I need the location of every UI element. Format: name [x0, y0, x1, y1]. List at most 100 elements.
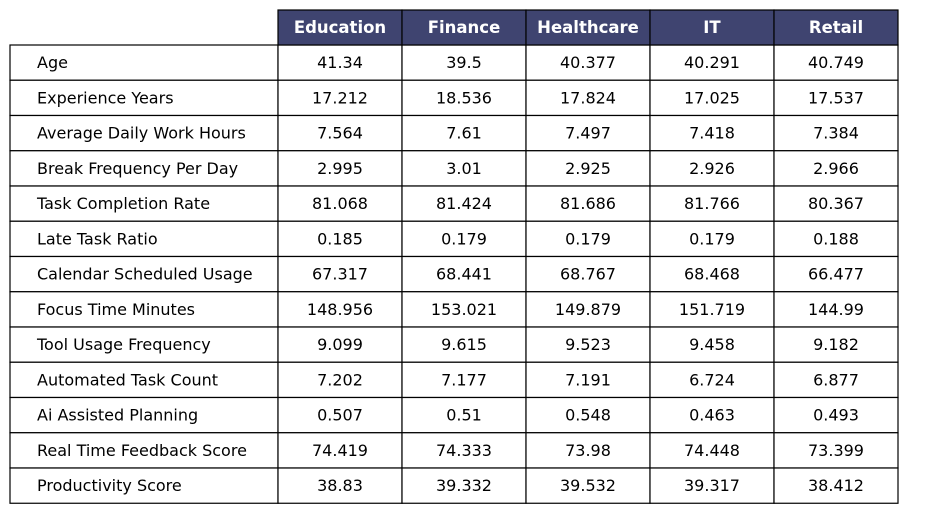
cell-task-completion-rate-healthcare	[525, 185, 651, 222]
row-label-real-time-feedback-score: Real Time Feedback Score	[37, 441, 247, 460]
row-label-cell-real-time-feedback-score	[9, 432, 279, 469]
cell-value-break-frequency-per-day-healthcare: 2.925	[565, 159, 611, 178]
cell-value-productivity-score-education: 38.83	[317, 476, 363, 495]
cell-value-ai-assisted-planning-finance: 0.51	[446, 406, 482, 425]
row-label-experience-years: Experience Years	[37, 88, 174, 107]
cell-task-completion-rate-finance	[401, 185, 527, 222]
cell-value-task-completion-rate-healthcare: 81.686	[560, 194, 616, 213]
row-label-cell-late-task-ratio	[9, 220, 279, 258]
cell-value-tool-usage-frequency-education: 9.099	[317, 335, 363, 354]
header-cell-retail	[773, 9, 899, 46]
cell-value-age-retail: 40.749	[808, 53, 864, 72]
cell-value-average-daily-work-hours-finance: 7.61	[446, 124, 482, 143]
cell-ai-assisted-planning-healthcare	[525, 396, 651, 434]
column-header-it: IT	[703, 18, 721, 37]
row-label-cell-focus-time-minutes	[9, 291, 279, 328]
cell-break-frequency-per-day-it	[649, 150, 775, 187]
cell-value-average-daily-work-hours-healthcare: 7.497	[565, 124, 611, 143]
cell-value-real-time-feedback-score-it: 74.448	[684, 441, 740, 460]
cell-value-real-time-feedback-score-healthcare: 73.98	[565, 441, 611, 460]
cell-productivity-score-healthcare	[525, 467, 651, 504]
row-label-cell-tool-usage-frequency	[9, 326, 279, 363]
cell-productivity-score-finance	[401, 467, 527, 504]
cell-value-age-healthcare: 40.377	[560, 53, 616, 72]
cell-automated-task-count-education	[277, 361, 403, 399]
cell-value-experience-years-education: 17.212	[312, 88, 368, 107]
cell-value-late-task-ratio-healthcare: 0.179	[565, 229, 611, 248]
row-label-age: Age	[37, 53, 68, 72]
cell-value-automated-task-count-it: 6.724	[689, 370, 735, 389]
cell-productivity-score-it	[649, 467, 775, 504]
table-body: Age 41.34 39.5 40.377 40.291 40.749 Experience…	[9, 44, 899, 504]
cell-tool-usage-frequency-it	[649, 326, 775, 363]
row-label-cell-task-completion-rate	[9, 185, 279, 222]
cell-value-automated-task-count-education: 7.202	[317, 370, 363, 389]
cell-value-experience-years-retail: 17.537	[808, 88, 864, 107]
column-header-education: Education	[294, 18, 386, 37]
cell-value-real-time-feedback-score-education: 74.419	[312, 441, 368, 460]
cell-automated-task-count-it	[649, 361, 775, 399]
cell-focus-time-minutes-finance	[401, 291, 527, 328]
cell-value-tool-usage-frequency-it: 9.458	[689, 335, 735, 354]
cell-average-daily-work-hours-education	[277, 114, 403, 152]
cell-value-late-task-ratio-finance: 0.179	[441, 229, 487, 248]
cell-value-late-task-ratio-it: 0.179	[689, 229, 735, 248]
cell-value-ai-assisted-planning-it: 0.463	[689, 406, 735, 425]
cell-focus-time-minutes-healthcare	[525, 291, 651, 328]
cell-focus-time-minutes-retail	[773, 291, 899, 328]
cell-experience-years-education	[277, 79, 403, 117]
cell-value-break-frequency-per-day-retail: 2.966	[813, 159, 859, 178]
cell-value-productivity-score-finance: 39.332	[436, 476, 492, 495]
table-header: Education Finance Healthcare IT Retail	[277, 9, 899, 46]
header-cell-it	[649, 9, 775, 46]
cell-real-time-feedback-score-healthcare	[525, 432, 651, 469]
cell-value-experience-years-finance: 18.536	[436, 88, 492, 107]
row-label-late-task-ratio: Late Task Ratio	[37, 229, 158, 248]
cell-value-ai-assisted-planning-retail: 0.493	[813, 406, 859, 425]
cell-value-average-daily-work-hours-it: 7.418	[689, 124, 735, 143]
cell-calendar-scheduled-usage-healthcare	[525, 255, 651, 293]
row-label-task-completion-rate: Task Completion Rate	[36, 194, 210, 213]
cell-real-time-feedback-score-retail	[773, 432, 899, 469]
cell-real-time-feedback-score-finance	[401, 432, 527, 469]
row-label-cell-break-frequency-per-day	[9, 150, 279, 187]
row-label-cell-productivity-score	[9, 467, 279, 504]
cell-value-calendar-scheduled-usage-retail: 66.477	[808, 265, 864, 284]
cell-value-calendar-scheduled-usage-finance: 68.441	[436, 265, 492, 284]
cell-age-education	[277, 44, 403, 81]
cell-productivity-score-education	[277, 467, 403, 504]
cell-calendar-scheduled-usage-finance	[401, 255, 527, 293]
cell-tool-usage-frequency-retail	[773, 326, 899, 363]
cell-value-break-frequency-per-day-finance: 3.01	[446, 159, 482, 178]
cell-value-real-time-feedback-score-retail: 73.399	[808, 441, 864, 460]
cell-value-productivity-score-retail: 38.412	[808, 476, 864, 495]
cell-break-frequency-per-day-finance	[401, 150, 527, 187]
row-label-cell-ai-assisted-planning	[9, 396, 279, 434]
cell-value-calendar-scheduled-usage-education: 67.317	[312, 265, 368, 284]
cell-value-focus-time-minutes-it: 151.719	[679, 300, 745, 319]
cell-value-task-completion-rate-finance: 81.424	[436, 194, 492, 213]
cell-value-age-finance: 39.5	[446, 53, 482, 72]
cell-value-productivity-score-healthcare: 39.532	[560, 476, 616, 495]
cell-value-late-task-ratio-retail: 0.188	[813, 229, 859, 248]
row-label-automated-task-count: Automated Task Count	[37, 370, 218, 389]
cell-value-calendar-scheduled-usage-healthcare: 68.767	[560, 265, 616, 284]
cell-tool-usage-frequency-finance	[401, 326, 527, 363]
cell-average-daily-work-hours-it	[649, 114, 775, 152]
cell-value-experience-years-it: 17.025	[684, 88, 740, 107]
row-label-ai-assisted-planning: Ai Assisted Planning	[37, 406, 198, 425]
cell-break-frequency-per-day-retail	[773, 150, 899, 187]
cell-value-ai-assisted-planning-healthcare: 0.548	[565, 406, 611, 425]
row-label-focus-time-minutes: Focus Time Minutes	[37, 300, 195, 319]
cell-value-experience-years-healthcare: 17.824	[560, 88, 616, 107]
cell-value-tool-usage-frequency-finance: 9.615	[441, 335, 487, 354]
cell-value-late-task-ratio-education: 0.185	[317, 229, 363, 248]
cell-break-frequency-per-day-healthcare	[525, 150, 651, 187]
column-header-finance: Finance	[428, 18, 501, 37]
cell-productivity-score-retail	[773, 467, 899, 504]
cell-calendar-scheduled-usage-retail	[773, 255, 899, 293]
cell-experience-years-healthcare	[525, 79, 651, 117]
header-cell-healthcare	[525, 9, 651, 46]
row-label-tool-usage-frequency: Tool Usage Frequency	[36, 335, 211, 354]
